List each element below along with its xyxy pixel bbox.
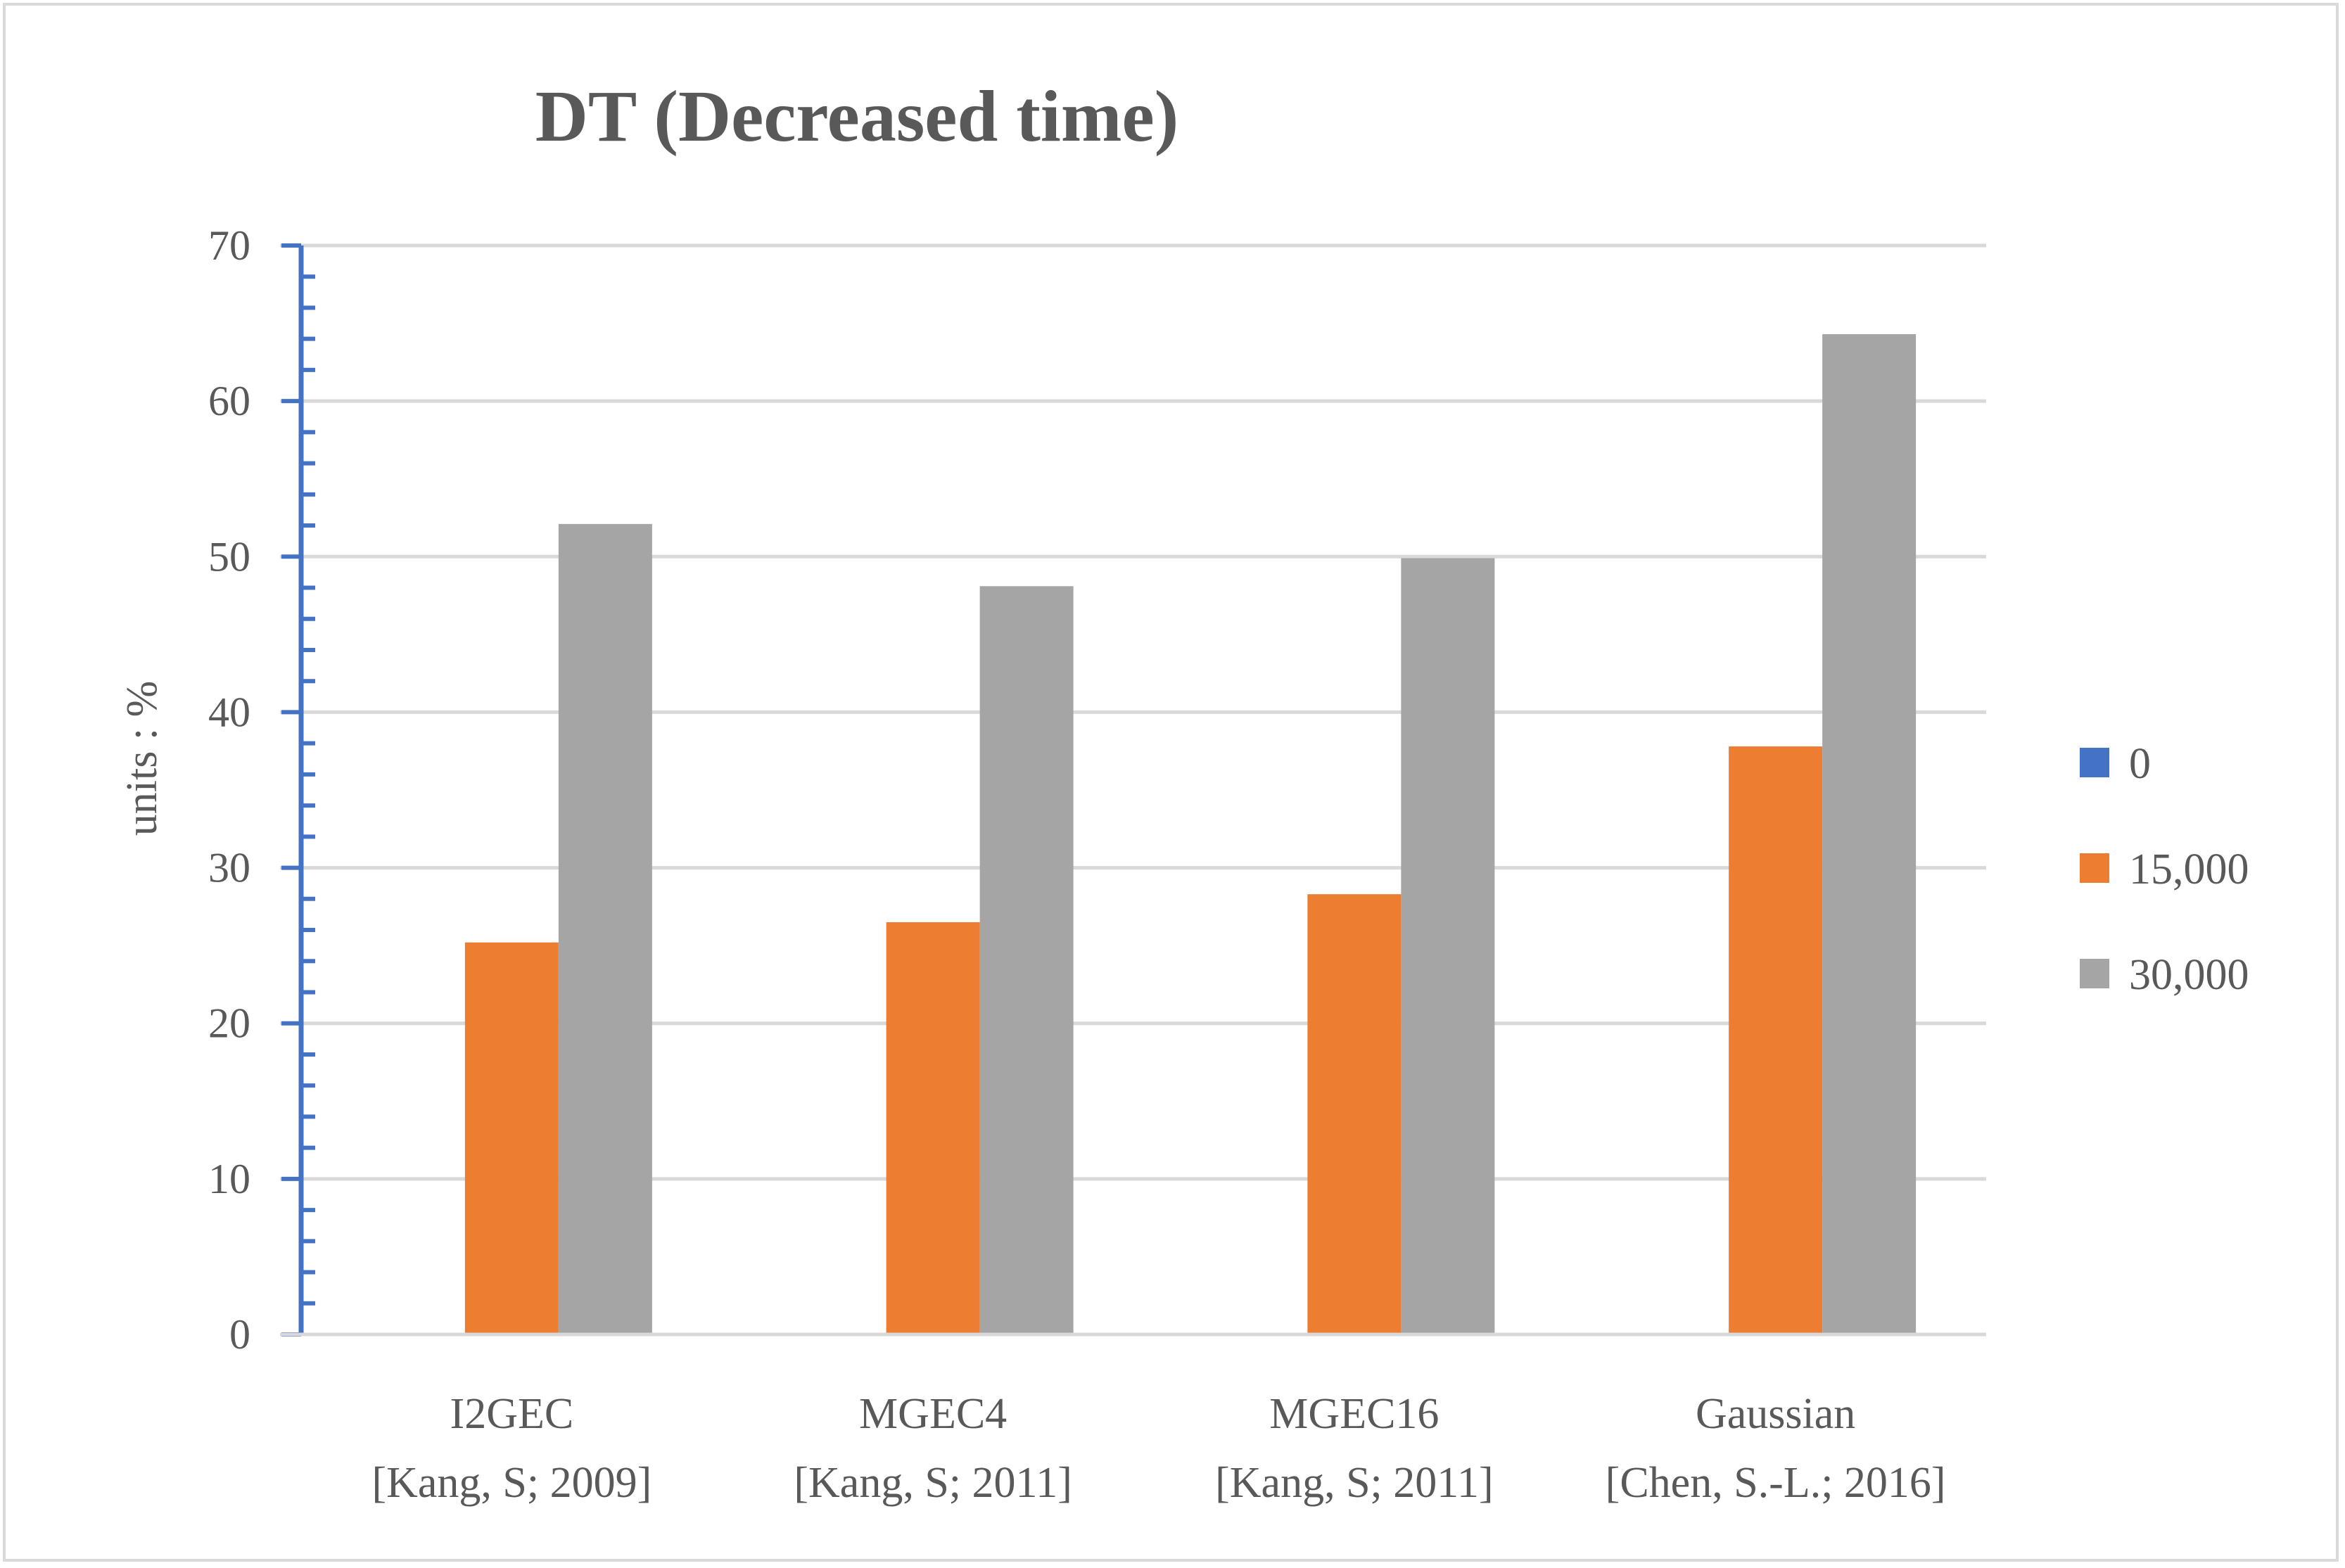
bar-15000-2 <box>1307 894 1402 1334</box>
x-tick-sublabel: [Kang, S; 2009] <box>371 1459 652 1507</box>
bar-15000-0 <box>464 942 559 1334</box>
y-tick-label: 0 <box>229 1311 250 1358</box>
x-tick-label: I2GEC <box>450 1390 574 1438</box>
legend-swatch <box>2080 853 2109 883</box>
legend-label: 0 <box>2129 740 2151 788</box>
chart-frame: DT (Decreased time) units : % 0 10 20 30 40 5… <box>3 3 2339 1562</box>
chart-svg: DT (Decreased time) units : % 0 10 20 30 40 5… <box>118 76 2249 1507</box>
legend-label: 30,000 <box>2129 951 2249 999</box>
y-tick-labels: 0 10 20 30 40 50 60 70 <box>208 222 250 1358</box>
y-tick-label: 20 <box>208 1000 250 1047</box>
bar-15000-3 <box>1729 746 1823 1334</box>
x-tick-label: MGEC4 <box>859 1390 1007 1438</box>
chart-title: DT (Decreased time) <box>535 76 1179 157</box>
x-tick-sublabel: [Chen, S.-L.; 2016] <box>1606 1459 1946 1507</box>
y-tick-label: 70 <box>208 222 250 269</box>
bars <box>464 334 1917 1335</box>
x-tick-label: MGEC16 <box>1269 1390 1439 1438</box>
legend-swatch <box>2080 959 2109 988</box>
x-tick-sublabel: [Kang, S; 2011] <box>794 1459 1072 1507</box>
y-tick-label: 30 <box>208 845 250 891</box>
legend-label: 15,000 <box>2129 846 2249 893</box>
x-tick-sublabel: [Kang, S; 2011] <box>1215 1459 1494 1507</box>
y-axis-label: units : % <box>118 681 166 836</box>
bar-15000-1 <box>886 922 980 1334</box>
x-tick-label: Gaussian <box>1696 1390 1855 1438</box>
legend-swatch <box>2080 748 2109 777</box>
y-tick-label: 50 <box>208 533 250 580</box>
legend: 0 15,000 30,000 <box>2080 740 2249 999</box>
y-axis <box>280 243 1986 1337</box>
bar-30000-2 <box>1401 558 1495 1335</box>
bar-30000-3 <box>1822 334 1917 1335</box>
bar-30000-1 <box>979 586 1074 1334</box>
x-tick-labels: I2GEC [Kang, S; 2009] MGEC4 [Kang, S; 2011]… <box>371 1390 1945 1507</box>
bar-30000-0 <box>558 523 652 1334</box>
y-tick-label: 40 <box>208 689 250 735</box>
y-tick-label: 10 <box>208 1156 250 1202</box>
y-tick-label: 60 <box>208 378 250 424</box>
